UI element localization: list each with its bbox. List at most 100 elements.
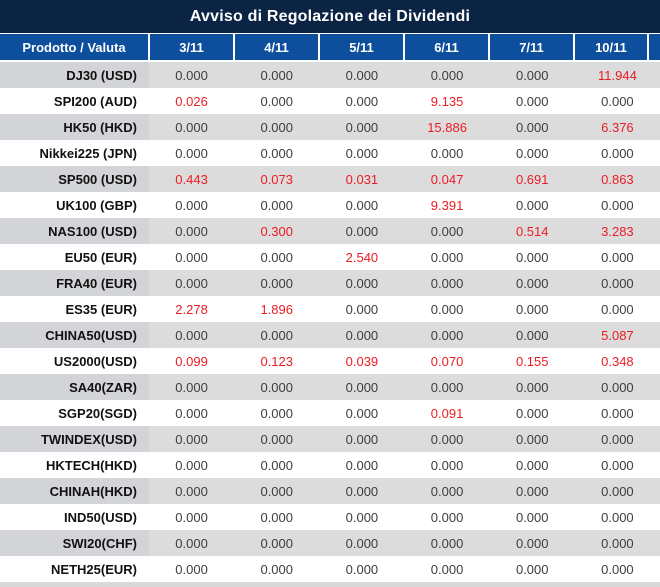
table-body: DJ30 (USD) 0.000 0.000 0.000 0.000 0.000 11.94…	[0, 62, 660, 582]
value-cell: 0.000	[260, 509, 294, 525]
product-cell: NAS100 (USD)	[0, 218, 149, 244]
value-cell: 0.070	[430, 353, 464, 369]
product-cell: EU50 (EUR)	[64, 249, 137, 265]
table-row: TWINDEX(USD) 0.000 0.000 0.000 0.000 0.000 0.0…	[0, 426, 660, 452]
value-cell: 0.000	[175, 509, 208, 525]
product-cell: CHINAH(HKD)	[0, 478, 149, 504]
value-cell: 0.039	[345, 353, 379, 369]
value-cell: 0.000	[260, 457, 294, 473]
product-cell: UK100 (GBP)	[56, 197, 137, 213]
product-cell: SGP20(SGD)	[58, 405, 137, 421]
product-cell: DJ30 (USD)	[0, 62, 149, 88]
value-cell: 0.000	[601, 431, 634, 447]
value-cell: 0.000	[260, 483, 294, 499]
value-cell: 0.000	[175, 457, 208, 473]
table-row: SA40(ZAR) 0.000 0.000 0.000 0.000 0.000 0.000	[0, 374, 660, 400]
value-cell: 0.000	[601, 483, 634, 499]
table-title: Avviso di Regolazione dei Dividendi	[0, 0, 660, 33]
header-stub	[649, 34, 660, 60]
value-cell: 0.000	[430, 457, 464, 473]
table-row: US2000(USD) 0.099 0.123 0.039 0.070 0.155 0.34…	[0, 348, 660, 374]
value-cell: 0.000	[601, 301, 634, 317]
value-cell: 0.443	[175, 171, 208, 187]
product-cell: SP500 (USD)	[0, 166, 149, 192]
table-row: SWI20(CHF) 0.000 0.000 0.000 0.000 0.000 0.000	[0, 530, 660, 556]
value-cell: 15.886	[427, 119, 467, 135]
product-cell: SWI20(CHF)	[0, 530, 149, 556]
value-cell: 0.000	[515, 327, 549, 343]
value-cell: 0.000	[430, 67, 464, 83]
value-cell: 0.123	[260, 353, 294, 369]
value-cell: 0.000	[345, 301, 379, 317]
value-cell: 0.000	[260, 275, 294, 291]
value-cell: 0.000	[430, 509, 464, 525]
column-header-date-4: 6/11	[405, 34, 488, 60]
table-row: SGP20(SGD) 0.000 0.000 0.000 0.091 0.000 0.000	[0, 400, 660, 426]
value-cell: 0.000	[345, 119, 379, 135]
column-header-date-3: 5/11	[320, 34, 403, 60]
header-row: Prodotto / Valuta 3/11 4/11 5/11 6/11 7/…	[0, 34, 660, 60]
value-cell: 0.000	[515, 197, 549, 213]
value-cell: 0.000	[260, 561, 294, 577]
value-cell: 0.073	[260, 171, 294, 187]
product-cell: Nikkei225 (JPN)	[39, 145, 137, 161]
value-cell: 0.000	[175, 327, 208, 343]
value-cell: 0.000	[601, 561, 634, 577]
value-cell: 0.300	[260, 223, 294, 239]
value-cell: 5.087	[601, 327, 634, 343]
value-cell: 0.000	[430, 327, 464, 343]
value-cell: 2.278	[175, 301, 208, 317]
value-cell: 0.691	[515, 171, 549, 187]
value-cell: 0.000	[345, 483, 379, 499]
value-cell: 0.000	[345, 67, 379, 83]
value-cell: 3.283	[601, 223, 634, 239]
value-cell: 0.000	[260, 535, 294, 551]
value-cell: 0.000	[345, 561, 379, 577]
value-cell: 0.000	[175, 483, 208, 499]
value-cell: 0.000	[345, 93, 379, 109]
value-cell: 0.091	[430, 405, 464, 421]
value-cell: 11.944	[598, 67, 637, 83]
value-cell: 0.000	[601, 457, 634, 473]
value-cell: 0.000	[260, 431, 294, 447]
value-cell: 0.000	[345, 145, 379, 161]
value-cell: 0.000	[430, 431, 464, 447]
value-cell: 0.000	[175, 275, 208, 291]
value-cell: 0.099	[175, 353, 208, 369]
product-cell: SA40(ZAR)	[0, 374, 149, 400]
column-header-date-5: 7/11	[490, 34, 573, 60]
value-cell: 0.000	[515, 483, 549, 499]
value-cell: 0.000	[515, 67, 549, 83]
value-cell: 0.000	[345, 431, 379, 447]
value-cell: 0.000	[515, 145, 549, 161]
value-cell: 0.000	[260, 67, 294, 83]
table-row: IND50(USD) 0.000 0.000 0.000 0.000 0.000 0.000	[0, 504, 660, 530]
value-cell: 0.000	[601, 197, 634, 213]
value-cell: 0.000	[601, 145, 634, 161]
value-cell: 0.000	[515, 561, 549, 577]
value-cell: 0.000	[515, 275, 549, 291]
product-cell: NETH25(EUR)	[51, 561, 137, 577]
value-cell: 0.000	[345, 379, 379, 395]
value-cell: 0.000	[515, 405, 549, 421]
value-cell: 0.000	[260, 405, 294, 421]
value-cell: 9.391	[430, 197, 464, 213]
product-cell: ES35 (EUR)	[65, 301, 137, 317]
value-cell: 0.000	[601, 249, 634, 265]
value-cell: 0.000	[175, 535, 208, 551]
value-cell: 0.000	[175, 431, 208, 447]
value-cell: 0.000	[515, 509, 549, 525]
value-cell: 0.000	[430, 483, 464, 499]
value-cell: 0.000	[430, 379, 464, 395]
product-cell: CHINA50(USD)	[0, 322, 149, 348]
value-cell: 0.000	[515, 379, 549, 395]
value-cell: 0.000	[345, 509, 379, 525]
table-row: HK50 (HKD) 0.000 0.000 0.000 15.886 0.000 6.37…	[0, 114, 660, 140]
value-cell: 0.000	[175, 223, 208, 239]
value-cell: 0.000	[345, 535, 379, 551]
value-cell: 0.000	[601, 405, 634, 421]
value-cell: 1.896	[260, 301, 294, 317]
value-cell: 6.376	[601, 119, 634, 135]
value-cell: 0.000	[601, 275, 634, 291]
product-cell: SPI200 (AUD)	[53, 93, 137, 109]
